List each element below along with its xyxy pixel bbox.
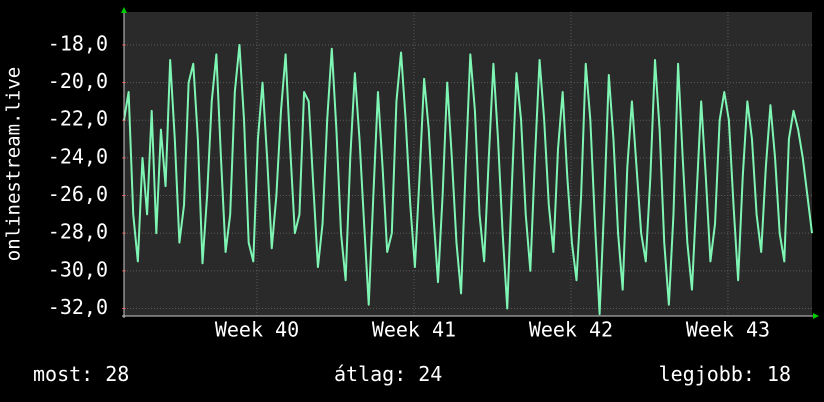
- y-tick-label: -24,0: [48, 144, 108, 168]
- footer-value: 24: [418, 362, 442, 386]
- footer-value: 18: [767, 362, 791, 386]
- y-arrow: [121, 7, 127, 13]
- x-arrow: [813, 313, 819, 319]
- y-tick-label: -26,0: [48, 182, 108, 206]
- x-tick-label: Week 42: [529, 318, 613, 342]
- series-line: [123, 43, 813, 316]
- y-tick-label: -30,0: [48, 257, 108, 281]
- x-tick-label: Week 40: [215, 318, 299, 342]
- y-tick-label: -18,0: [48, 31, 108, 55]
- y-axis-label: onlinestream.live: [3, 67, 25, 261]
- x-tick-label: Week 41: [372, 318, 456, 342]
- x-tick-label: Week 43: [686, 318, 770, 342]
- footer-item: átlag: 24: [334, 362, 442, 386]
- footer-label: átlag:: [334, 362, 406, 386]
- footer-value: 28: [105, 362, 129, 386]
- y-tick-label: -22,0: [48, 107, 108, 131]
- footer-label: most:: [33, 362, 93, 386]
- plot-area: [124, 12, 812, 316]
- footer-item: legjobb: 18: [659, 362, 791, 386]
- plot: [123, 43, 813, 316]
- footer-item: most: 28: [33, 362, 129, 386]
- y-tick-label: -28,0: [48, 220, 108, 244]
- footer-label: legjobb:: [659, 362, 755, 386]
- y-tick-label: -32,0: [48, 295, 108, 319]
- y-tick-label: -20,0: [48, 69, 108, 93]
